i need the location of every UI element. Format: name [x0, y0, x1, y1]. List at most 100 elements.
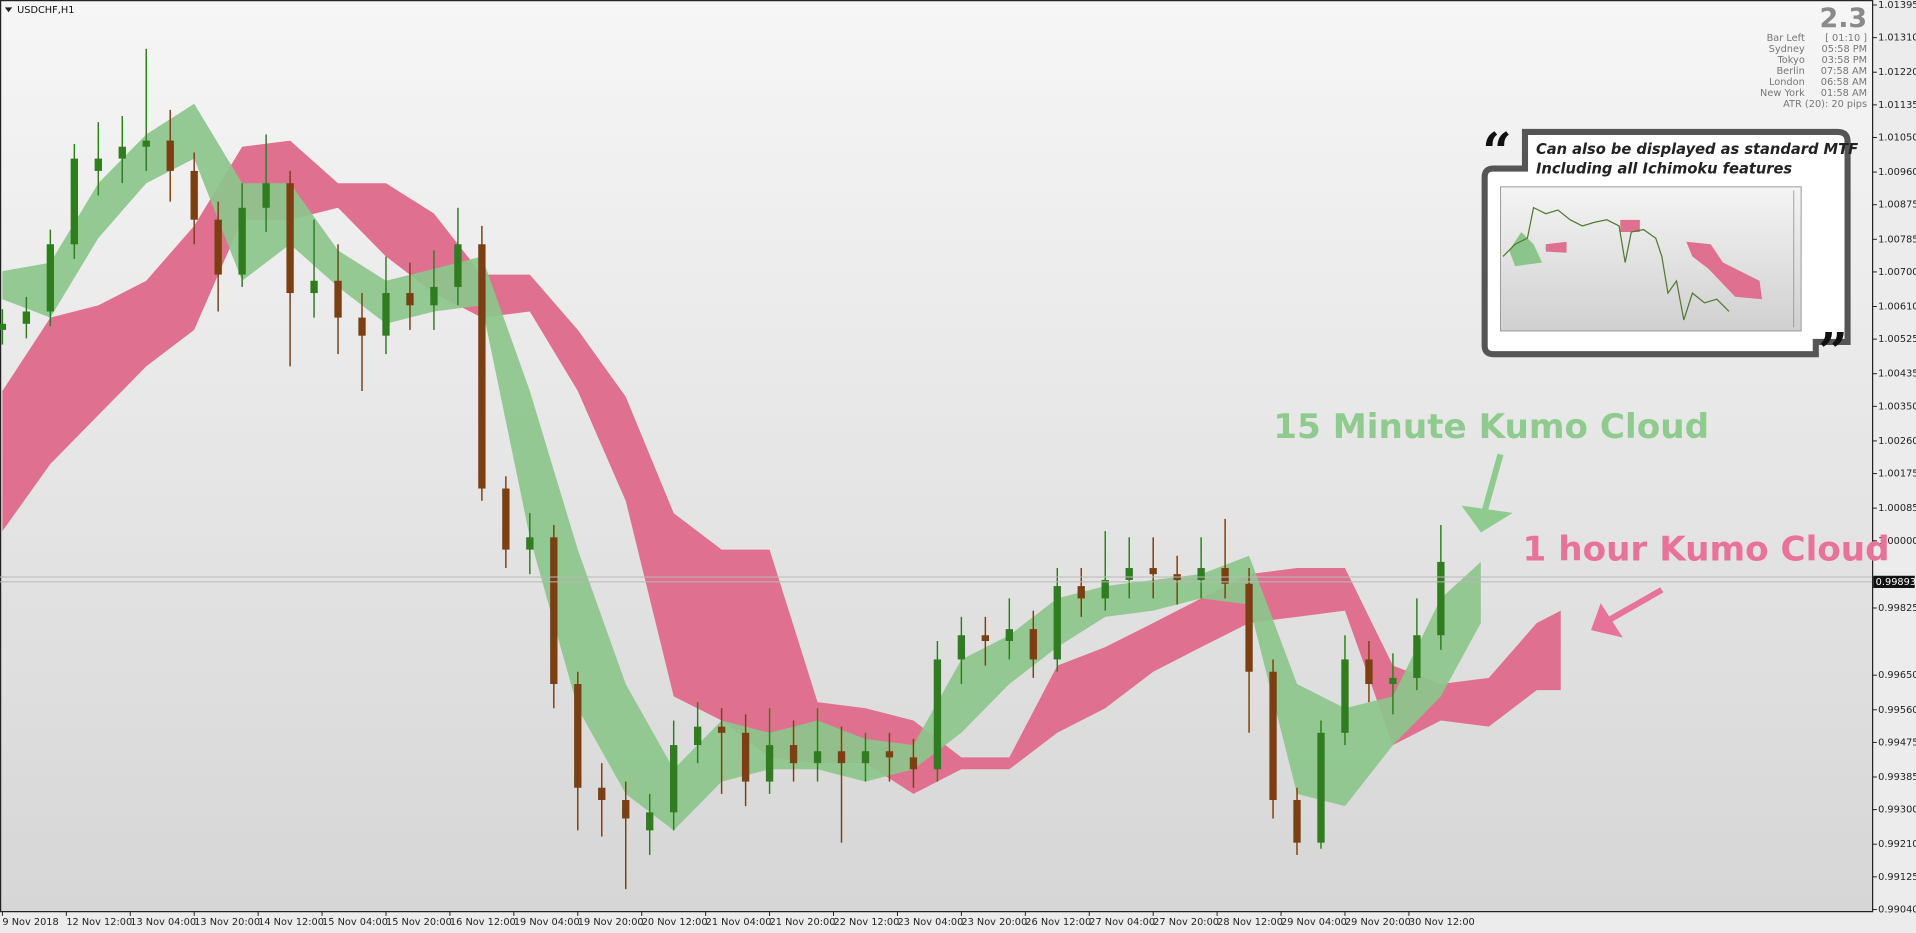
candle-body [741, 732, 750, 782]
candle-body [1149, 568, 1157, 575]
promo-line: Can also be displayed as standard MTF [1536, 141, 1858, 158]
candle-body [1389, 677, 1397, 685]
candle-body [813, 751, 822, 764]
candle-body [646, 812, 654, 831]
info-time: 01:58 AM [1821, 88, 1867, 99]
x-tick-label: 20 Nov 12:00 [642, 917, 708, 928]
candle-body [1437, 561, 1445, 636]
y-tick-label: 0.99475 [1878, 737, 1916, 748]
y-tick-label: 1.00085 [1878, 503, 1916, 514]
promo-line: Including all Ichimoku features [1536, 161, 1792, 178]
x-tick-label: 13 Nov 04:00 [130, 917, 196, 928]
y-tick-label: 1.01310 [1878, 33, 1916, 44]
candle-body [70, 158, 78, 245]
info-panel: 2.3 Bar Left [ 01:10 ] Sydney 05:58 PM Tokyo… [1760, 3, 1867, 110]
current-price-box [1873, 575, 1915, 588]
candle-body [1293, 800, 1301, 843]
info-time: [ 01:10 ] [1825, 33, 1867, 44]
info-label: London [1769, 77, 1805, 88]
candle-body [861, 751, 870, 764]
candle-body [1245, 583, 1253, 672]
candle-body [957, 635, 966, 660]
candle-body [1341, 659, 1349, 733]
x-tick-label: 27 Nov 20:00 [1153, 917, 1219, 928]
candle-body [717, 726, 726, 733]
y-tick-label: 1.00435 [1878, 369, 1916, 380]
current-price-label: 0.99893 [1876, 577, 1916, 588]
thumb-price [1502, 206, 1730, 321]
y-tick-label: 1.00785 [1878, 234, 1916, 245]
x-tick-label: 12 Nov 12:00 [66, 917, 132, 928]
candle-body [1221, 568, 1229, 584]
candle-body [502, 488, 510, 550]
candle-body [0, 323, 7, 330]
candle-body [478, 244, 486, 489]
candle-body [837, 751, 846, 764]
candle-body [885, 751, 894, 758]
candle-body [334, 280, 342, 318]
close-quote: ” [1818, 323, 1848, 383]
y-tick-label: 0.99040 [1878, 904, 1916, 915]
x-tick-label: 23 Nov 20:00 [961, 917, 1027, 928]
y-tick-label: 0.99560 [1878, 705, 1916, 716]
y-tick-label: 0.99300 [1878, 805, 1916, 816]
cloud-annotation: 15 Minute Kumo Cloud [1273, 407, 1709, 447]
info-rows: Bar Left [ 01:10 ] Sydney 05:58 PM Tokyo 03:5… [1760, 33, 1867, 99]
thumb-cloud [1509, 232, 1543, 267]
x-tick-label: 16 Nov 12:00 [450, 917, 516, 928]
candle-body [981, 635, 990, 642]
arrow-head [1590, 603, 1623, 638]
info-label: New York [1760, 88, 1805, 99]
candle-body [310, 280, 318, 294]
candle-body [1365, 659, 1373, 685]
y-tick-label: 1.00700 [1878, 267, 1916, 278]
y-tick-label: 0.99650 [1878, 670, 1916, 681]
y-tick-label: 1.00875 [1878, 200, 1916, 211]
candle-body [1197, 568, 1205, 580]
candle-body [238, 207, 246, 275]
candle-body [1269, 671, 1277, 801]
x-tick-label: 13 Nov 20:00 [194, 917, 260, 928]
x-tick-label: 29 Nov 04:00 [1281, 917, 1347, 928]
y-tick-label: 0.99825 [1878, 603, 1916, 614]
x-tick-label: 30 Nov 12:00 [1409, 917, 1475, 928]
y-tick-label: 1.01395 [1878, 0, 1916, 11]
x-tick-label: 21 Nov 20:00 [770, 917, 836, 928]
candle-body [1029, 629, 1037, 660]
candle-body [214, 219, 222, 275]
thumbnail [1500, 186, 1802, 332]
y-tick-label: 0.99385 [1878, 772, 1916, 783]
candle-body [933, 659, 942, 770]
candle-body [286, 183, 294, 294]
candle-body [1125, 568, 1133, 580]
candle-body [358, 317, 366, 336]
open-quote: “ [1482, 122, 1512, 182]
x-tick-label: 9 Nov 2018 [2, 917, 58, 928]
candle-body [1413, 635, 1421, 678]
x-tick-label: 14 Nov 12:00 [258, 917, 324, 928]
candle-body [430, 286, 438, 306]
x-tick-label: 23 Nov 04:00 [897, 917, 963, 928]
candle-body [526, 537, 534, 550]
x-tick-label: 19 Nov 04:00 [514, 917, 580, 928]
y-tick-label: 1.01220 [1878, 67, 1916, 78]
info-value: 2.3 [1820, 3, 1868, 34]
x-tick-label: 21 Nov 04:00 [706, 917, 772, 928]
y-tick-label: 1.00350 [1878, 401, 1916, 412]
candle-body [118, 146, 126, 159]
chart-title: USDCHF,H1 [17, 5, 74, 16]
y-tick-label: 1.01050 [1878, 132, 1916, 143]
candle-body [406, 293, 414, 306]
candle-body [382, 293, 390, 336]
y-tick-label: 1.00960 [1878, 167, 1916, 178]
candle-body [693, 726, 702, 746]
candle-body [670, 745, 678, 813]
promo-box: “ ” Can also be displayed as standard MT… [1481, 122, 1858, 383]
cloud-annotation: 1 hour Kumo Cloud [1523, 529, 1890, 569]
candle-body [262, 183, 270, 208]
candle-body [1053, 586, 1061, 660]
arrow [1608, 587, 1664, 622]
y-tick-label: 1.00260 [1878, 436, 1916, 447]
